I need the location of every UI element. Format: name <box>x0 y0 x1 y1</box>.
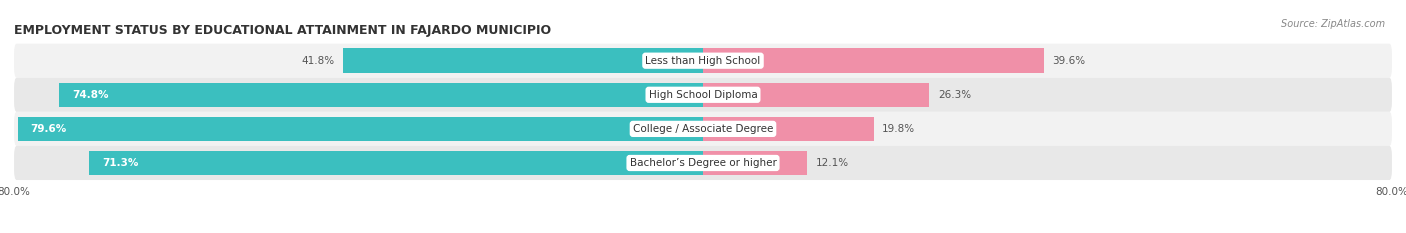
Text: Bachelor’s Degree or higher: Bachelor’s Degree or higher <box>630 158 776 168</box>
Text: 39.6%: 39.6% <box>1053 56 1085 66</box>
FancyBboxPatch shape <box>14 44 1392 78</box>
FancyBboxPatch shape <box>14 78 1392 112</box>
Text: High School Diploma: High School Diploma <box>648 90 758 100</box>
Text: 41.8%: 41.8% <box>301 56 335 66</box>
Text: Source: ZipAtlas.com: Source: ZipAtlas.com <box>1281 19 1385 29</box>
Text: 71.3%: 71.3% <box>101 158 138 168</box>
Bar <box>343 48 703 73</box>
Text: 26.3%: 26.3% <box>938 90 972 100</box>
Bar <box>703 82 929 107</box>
Bar <box>17 116 703 141</box>
Bar <box>703 48 1045 73</box>
Text: Less than High School: Less than High School <box>645 56 761 66</box>
Bar <box>703 116 873 141</box>
Text: 74.8%: 74.8% <box>72 90 108 100</box>
FancyBboxPatch shape <box>14 146 1392 180</box>
FancyBboxPatch shape <box>14 112 1392 146</box>
Text: College / Associate Degree: College / Associate Degree <box>633 124 773 134</box>
Text: 79.6%: 79.6% <box>31 124 66 134</box>
Text: 12.1%: 12.1% <box>815 158 849 168</box>
Text: 19.8%: 19.8% <box>882 124 915 134</box>
Bar <box>703 151 807 175</box>
Bar <box>89 151 703 175</box>
Text: EMPLOYMENT STATUS BY EDUCATIONAL ATTAINMENT IN FAJARDO MUNICIPIO: EMPLOYMENT STATUS BY EDUCATIONAL ATTAINM… <box>14 24 551 37</box>
Bar <box>59 82 703 107</box>
